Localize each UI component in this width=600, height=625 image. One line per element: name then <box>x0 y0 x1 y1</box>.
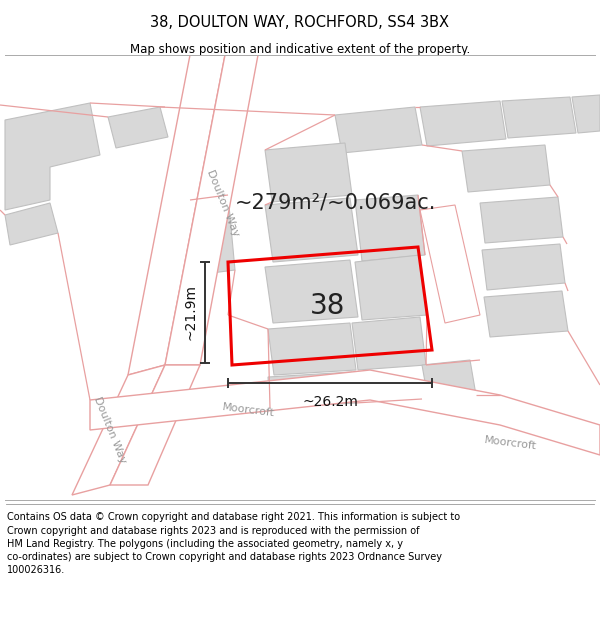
Polygon shape <box>335 107 422 153</box>
Text: Doulton Way: Doulton Way <box>92 395 128 465</box>
Polygon shape <box>480 197 563 243</box>
Polygon shape <box>268 372 355 408</box>
Polygon shape <box>110 365 200 485</box>
Polygon shape <box>90 370 600 455</box>
Polygon shape <box>462 145 550 192</box>
Text: Moorcroft: Moorcroft <box>483 435 537 451</box>
Polygon shape <box>355 195 425 261</box>
Polygon shape <box>108 107 168 148</box>
Text: Contains OS data © Crown copyright and database right 2021. This information is : Contains OS data © Crown copyright and d… <box>7 512 460 575</box>
Polygon shape <box>190 195 235 275</box>
Polygon shape <box>265 260 358 323</box>
Polygon shape <box>5 103 100 210</box>
Text: 38, DOULTON WAY, ROCHFORD, SS4 3BX: 38, DOULTON WAY, ROCHFORD, SS4 3BX <box>151 16 449 31</box>
Text: 38: 38 <box>310 292 345 320</box>
Polygon shape <box>265 198 358 262</box>
Polygon shape <box>572 95 600 133</box>
Polygon shape <box>268 323 356 375</box>
Text: Doulton Way: Doulton Way <box>205 168 241 238</box>
Polygon shape <box>72 365 165 495</box>
Polygon shape <box>355 255 427 320</box>
Text: ~26.2m: ~26.2m <box>302 395 358 409</box>
Polygon shape <box>352 317 426 370</box>
Polygon shape <box>482 244 565 290</box>
Text: Map shows position and indicative extent of the property.: Map shows position and indicative extent… <box>130 43 470 56</box>
Text: ~21.9m: ~21.9m <box>183 284 197 341</box>
Text: Moorcroft: Moorcroft <box>221 402 275 418</box>
Polygon shape <box>422 360 476 399</box>
Polygon shape <box>420 101 506 146</box>
Polygon shape <box>5 203 58 245</box>
Polygon shape <box>165 55 258 365</box>
Polygon shape <box>420 205 480 323</box>
Text: ~279m²/~0.069ac.: ~279m²/~0.069ac. <box>235 193 436 213</box>
Polygon shape <box>265 143 352 202</box>
Polygon shape <box>502 97 576 138</box>
Polygon shape <box>128 55 225 375</box>
Polygon shape <box>484 291 568 337</box>
